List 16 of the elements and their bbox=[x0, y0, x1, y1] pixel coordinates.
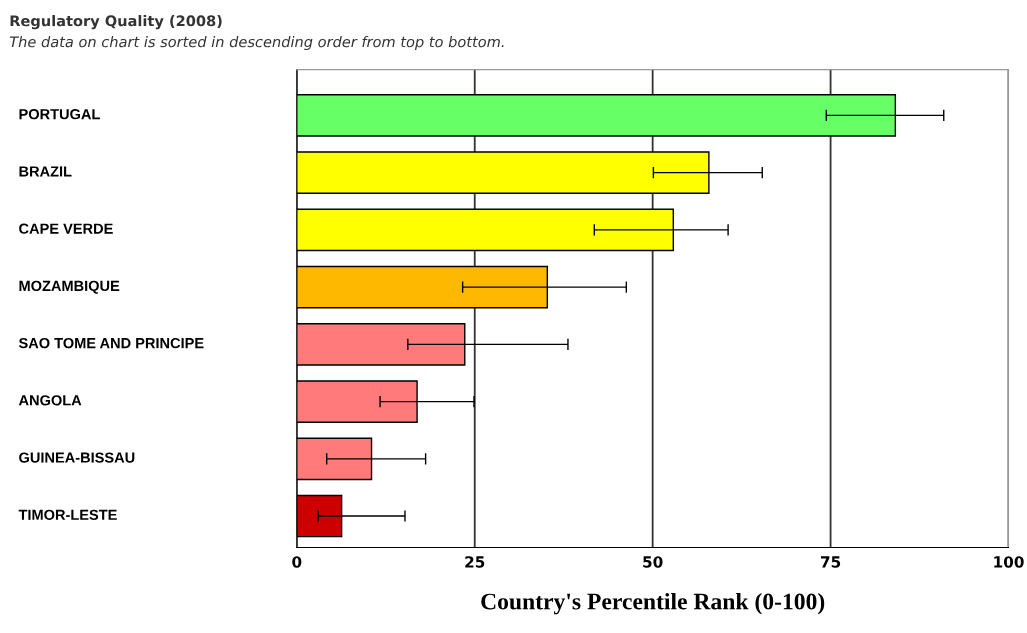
y-tick-label: ANGOLA bbox=[18, 395, 82, 406]
x-tick-label: 25 bbox=[465, 556, 485, 568]
x-axis-title: Country's Percentile Rank (0-100) bbox=[481, 592, 825, 615]
y-tick-label: BRAZIL bbox=[19, 166, 72, 177]
y-tick-label: PORTUGAL bbox=[19, 109, 100, 120]
x-tick-label: 50 bbox=[643, 556, 663, 568]
x-tick-label: 100 bbox=[994, 556, 1024, 568]
x-tick-label: 75 bbox=[820, 556, 841, 568]
chart-subtitle: The data on chart is sorted in descending order from top to bottom. bbox=[9, 35, 504, 51]
text: Regulatory Quality (2008) bbox=[10, 15, 222, 30]
y-tick-label: CAPE VERDE bbox=[19, 223, 113, 234]
y-tick-label: GUINEA-BISSAU bbox=[19, 452, 135, 463]
x-tick-label: 0 bbox=[292, 556, 302, 568]
y-tick-label: TIMOR-LESTE bbox=[18, 509, 117, 520]
y-tick-label: SAO TOME AND PRINCIPE bbox=[18, 337, 204, 349]
y-tick-label: MOZAMBIQUE bbox=[19, 280, 120, 294]
